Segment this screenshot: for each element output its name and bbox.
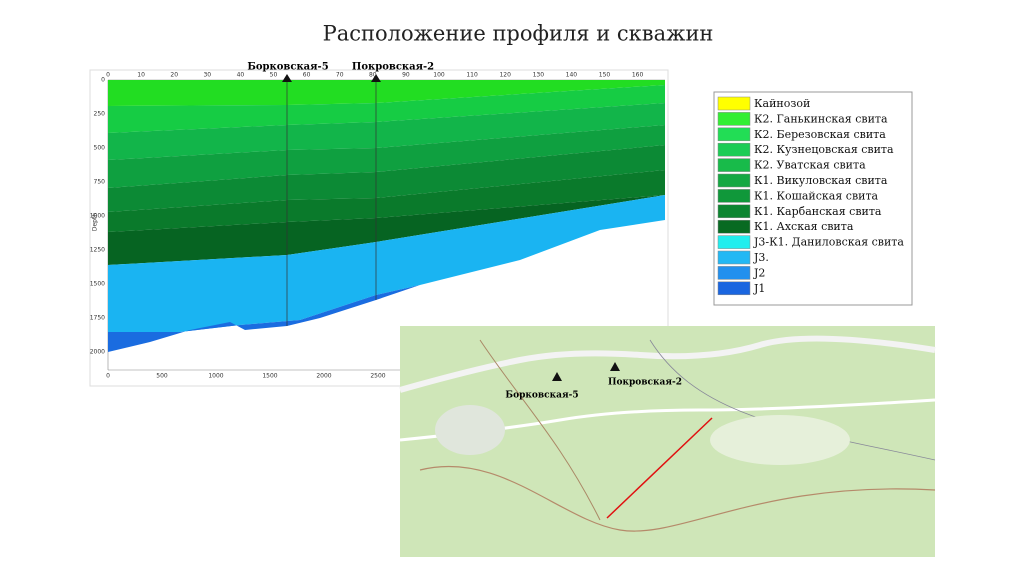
layer — [108, 103, 665, 160]
depth-tick-label: 250 — [94, 111, 106, 118]
legend-label: К1. Карбанская свита — [754, 205, 882, 218]
top-tick-label: 90 — [402, 72, 410, 79]
legend-label: К1. Кошайская свита — [754, 189, 879, 202]
top-tick-label: 40 — [237, 72, 245, 79]
bottom-tick-label: 2500 — [370, 373, 385, 380]
depth-tick-label: 1500 — [90, 281, 105, 288]
legend-swatch — [717, 127, 751, 142]
area — [435, 405, 505, 455]
depth-tick-label: 500 — [94, 145, 106, 152]
legend-swatch — [717, 158, 751, 172]
legend-label: К2. Ганькинская свита — [754, 112, 888, 125]
top-tick-label: 50 — [270, 72, 278, 79]
bottom-tick-label: 1500 — [262, 373, 277, 380]
bottom-tick-label: 2000 — [316, 373, 331, 380]
top-tick-label: 30 — [203, 72, 211, 79]
legend-swatch — [717, 281, 751, 296]
legend-label: К2. Кузнецовская свита — [754, 143, 894, 156]
well-label: Покровская-2 — [352, 62, 434, 73]
top-tick-label: 150 — [599, 72, 611, 79]
top-tick-label: 0 — [106, 72, 110, 79]
road — [419, 465, 936, 532]
legend-swatch — [717, 235, 751, 249]
layer — [108, 145, 665, 212]
profile-line — [606, 417, 713, 519]
well-marker — [552, 372, 562, 381]
legend-swatch — [717, 204, 751, 219]
well-label: Борковская-5 — [505, 391, 578, 401]
legend-label: J1 — [753, 282, 765, 295]
layer — [108, 195, 665, 332]
legend-swatch — [717, 250, 751, 265]
well-label: Покровская-2 — [608, 378, 682, 388]
top-tick-label: 60 — [303, 72, 311, 79]
top-tick-label: 130 — [533, 72, 545, 79]
depth-tick-label: 1750 — [90, 315, 105, 322]
legend-label: J3. — [753, 251, 769, 264]
profile: Борковская-5 Покровская-2 Depth — [89, 62, 669, 387]
legend-label: К2. Березовская свита — [754, 128, 886, 141]
top-tick-label: 160 — [632, 72, 644, 79]
area — [710, 415, 850, 465]
legend-label: J3-К1. Даниловская свита — [753, 236, 904, 249]
river — [399, 335, 936, 393]
depth-tick-label: 1250 — [90, 247, 105, 254]
top-tick-label: 100 — [433, 72, 445, 79]
layer — [108, 85, 665, 133]
legend-label: J2 — [753, 266, 765, 279]
road — [479, 339, 601, 521]
depth-tick-label: 0 — [101, 77, 105, 84]
depth-tick-label: 750 — [94, 179, 106, 186]
legend-swatch — [717, 96, 751, 111]
bottom-tick-label: 0 — [106, 373, 110, 380]
top-tick-label: 10 — [137, 72, 145, 79]
top-tick-label: 110 — [466, 72, 478, 79]
top-tick-label: 70 — [336, 72, 344, 79]
legend-label: К1. Ахская свита — [754, 220, 854, 233]
well-marker — [610, 362, 620, 371]
legend-swatch — [717, 142, 751, 157]
top-tick-label: 20 — [170, 72, 178, 79]
top-tick-label: 140 — [566, 72, 578, 79]
legend-swatch — [717, 266, 751, 280]
layer — [108, 170, 665, 232]
top-tick-label: 120 — [499, 72, 511, 79]
legend-label: К2. Уватская свита — [754, 159, 866, 172]
bottom-tick-label: 1000 — [208, 373, 223, 380]
legend-swatch — [717, 189, 751, 203]
legend-swatch — [717, 112, 751, 126]
well-marker — [282, 74, 292, 82]
legend-label: К1. Викуловская свита — [754, 174, 888, 187]
top-tick-label: 80 — [369, 72, 377, 79]
depth-label: Depth — [92, 213, 99, 231]
depth-tick-label: 1000 — [90, 213, 105, 220]
bottom-tick-label: 500 — [156, 373, 168, 380]
well-label: Борковская-5 — [247, 62, 328, 73]
well-marker — [371, 74, 381, 82]
legend-label: Кайнозой — [754, 97, 810, 110]
depth-tick-label: 2000 — [90, 349, 105, 356]
layer — [108, 195, 665, 265]
slide-title: Расположение профиля и скважин — [323, 22, 714, 46]
layer — [108, 80, 665, 106]
layer — [108, 125, 665, 188]
legend-swatch — [717, 219, 751, 234]
map: Борковская-5 Покровская-2 — [399, 326, 936, 557]
legend-swatch — [717, 173, 751, 188]
